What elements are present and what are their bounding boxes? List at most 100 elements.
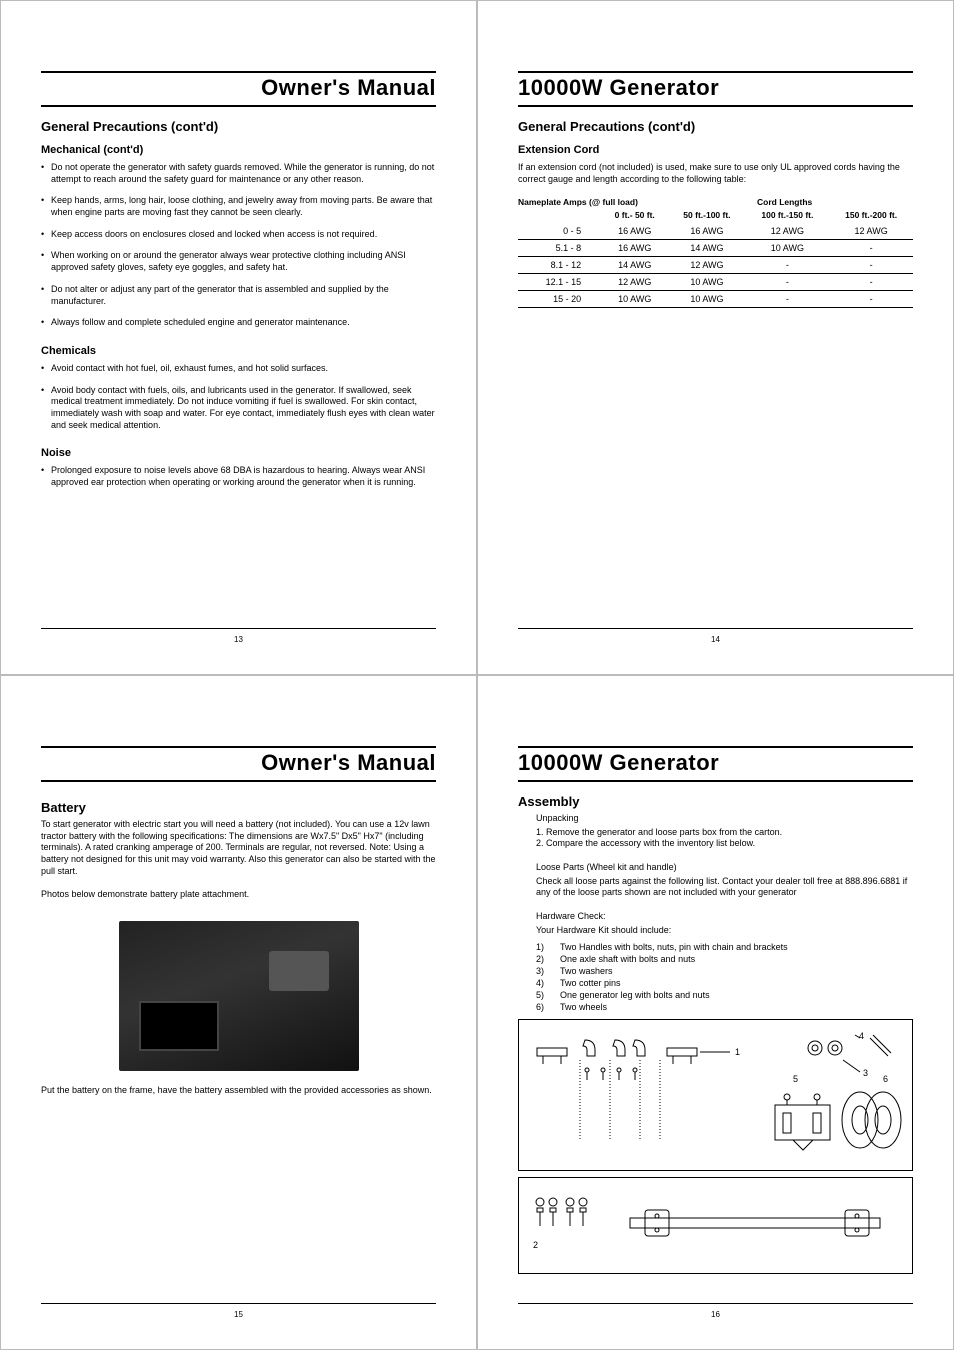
- awg-cell: -: [746, 274, 830, 291]
- awg-cell: 10 AWG: [668, 274, 745, 291]
- page-number: 14: [711, 635, 720, 644]
- svg-text:3: 3: [863, 1068, 868, 1078]
- list-item: Keep hands, arms, long hair, loose cloth…: [41, 195, 436, 218]
- awg-cell: 14 AWG: [601, 257, 668, 274]
- awg-cell: 12 AWG: [829, 223, 913, 240]
- awg-cell: -: [829, 240, 913, 257]
- amps-cell: 15 - 20: [518, 291, 601, 308]
- section-heading: General Precautions (cont'd): [518, 119, 913, 134]
- subheading-extension-cord: Extension Cord: [518, 144, 913, 156]
- svg-text:5: 5: [793, 1074, 798, 1084]
- noise-list: Prolonged exposure to noise levels above…: [41, 465, 436, 498]
- col-header: 100 ft.-150 ft.: [746, 207, 830, 223]
- title-rule: [41, 71, 436, 73]
- loose-parts-heading: Loose Parts (Wheel kit and handle): [536, 862, 913, 874]
- hw-item: 1)Two Handles with bolts, nuts, pin with…: [536, 941, 913, 953]
- awg-cell: -: [746, 257, 830, 274]
- subheading-chemicals: Chemicals: [41, 345, 436, 357]
- list-item: Avoid body contact with fuels, oils, and…: [41, 385, 436, 432]
- battery-photos-caption: Photos below demonstrate battery plate a…: [41, 889, 436, 901]
- mechanical-list: Do not operate the generator with safety…: [41, 162, 436, 339]
- subheading-noise: Noise: [41, 447, 436, 459]
- section-heading: Battery: [41, 800, 436, 815]
- page-title: 10000W Generator: [518, 750, 913, 782]
- awg-cell: 16 AWG: [668, 223, 745, 240]
- awg-cell: -: [829, 274, 913, 291]
- section-heading: Assembly: [518, 794, 913, 809]
- table-head-row: 0 ft.- 50 ft. 50 ft.-100 ft. 100 ft.-150…: [518, 207, 913, 223]
- hw-item: 5)One generator leg with bolts and nuts: [536, 989, 913, 1001]
- table-row: 0 - 5 16 AWG 16 AWG 12 AWG 12 AWG: [518, 223, 913, 240]
- table-caption: Nameplate Amps (@ full load) Cord Length…: [518, 197, 913, 207]
- awg-cell: -: [829, 291, 913, 308]
- col-header: 150 ft.-200 ft.: [829, 207, 913, 223]
- page-14: 10000W Generator General Precautions (co…: [477, 0, 954, 675]
- page-16: 10000W Generator Assembly Unpacking 1. R…: [477, 675, 954, 1350]
- col-header: 0 ft.- 50 ft.: [601, 207, 668, 223]
- page-title: Owner's Manual: [41, 75, 436, 107]
- battery-photo: [119, 921, 359, 1071]
- list-item: Avoid contact with hot fuel, oil, exhaus…: [41, 363, 436, 375]
- handles-washers-pins-diagram: 1 3 4: [525, 1030, 905, 1160]
- hw-item: 4)Two cotter pins: [536, 977, 913, 989]
- list-item: Do not alter or adjust any part of the g…: [41, 284, 436, 307]
- chemicals-list: Avoid contact with hot fuel, oil, exhaus…: [41, 363, 436, 441]
- unpacking-step: 1. Remove the generator and loose parts …: [536, 827, 913, 839]
- hw-item: 6)Two wheels: [536, 1001, 913, 1013]
- page-title: 10000W Generator: [518, 75, 913, 107]
- awg-cell: 12 AWG: [601, 274, 668, 291]
- amps-cell: 0 - 5: [518, 223, 601, 240]
- axle-diagram: 2: [525, 1188, 905, 1263]
- diagram-row-1: 1 3 4: [518, 1019, 913, 1171]
- battery-instruction: Put the battery on the frame, have the b…: [41, 1085, 436, 1097]
- hardware-check-heading: Hardware Check:: [536, 911, 913, 923]
- amps-cell: 12.1 - 15: [518, 274, 601, 291]
- table-row: 5.1 - 8 16 AWG 14 AWG 10 AWG -: [518, 240, 913, 257]
- svg-text:1: 1: [735, 1047, 740, 1057]
- subheading-mechanical: Mechanical (cont'd): [41, 144, 436, 156]
- list-item: Prolonged exposure to noise levels above…: [41, 465, 436, 488]
- amps-cell: 5.1 - 8: [518, 240, 601, 257]
- page-15: Owner's Manual Battery To start generato…: [0, 675, 477, 1350]
- sheet: Owner's Manual General Precautions (cont…: [0, 0, 954, 1350]
- awg-cell: 10 AWG: [601, 291, 668, 308]
- table-row: 15 - 20 10 AWG 10 AWG - -: [518, 291, 913, 308]
- page-number: 15: [234, 1310, 243, 1319]
- list-item: When working on or around the generator …: [41, 250, 436, 273]
- col-header: 50 ft.-100 ft.: [668, 207, 745, 223]
- diagram-row-2: 2: [518, 1177, 913, 1274]
- extension-cord-table: 0 ft.- 50 ft. 50 ft.-100 ft. 100 ft.-150…: [518, 207, 913, 308]
- awg-cell: 12 AWG: [746, 223, 830, 240]
- title-rule: [518, 746, 913, 748]
- awg-cell: 10 AWG: [746, 240, 830, 257]
- hardware-list: 1)Two Handles with bolts, nuts, pin with…: [536, 941, 913, 1014]
- page-footer: 14: [518, 628, 913, 644]
- table-row: 8.1 - 12 14 AWG 12 AWG - -: [518, 257, 913, 274]
- section-heading: General Precautions (cont'd): [41, 119, 436, 134]
- title-rule: [518, 71, 913, 73]
- awg-cell: 10 AWG: [668, 291, 745, 308]
- caption-right: Cord Lengths: [656, 197, 913, 207]
- svg-text:2: 2: [533, 1240, 538, 1250]
- list-item: Always follow and complete scheduled eng…: [41, 317, 436, 329]
- table-row: 12.1 - 15 12 AWG 10 AWG - -: [518, 274, 913, 291]
- page-number: 16: [711, 1310, 720, 1319]
- awg-cell: 16 AWG: [601, 223, 668, 240]
- intro-text: If an extension cord (not included) is u…: [518, 162, 913, 185]
- hardware-kit-sub: Your Hardware Kit should include:: [536, 925, 913, 937]
- page-title: Owner's Manual: [41, 750, 436, 782]
- battery-intro: To start generator with electric start y…: [41, 819, 436, 877]
- awg-cell: 16 AWG: [601, 240, 668, 257]
- awg-cell: 14 AWG: [668, 240, 745, 257]
- page-footer: 16: [518, 1303, 913, 1319]
- page-13: Owner's Manual General Precautions (cont…: [0, 0, 477, 675]
- hw-item: 3)Two washers: [536, 965, 913, 977]
- list-item: Keep access doors on enclosures closed a…: [41, 229, 436, 241]
- svg-text:4: 4: [859, 1031, 864, 1041]
- hw-item: 2)One axle shaft with bolts and nuts: [536, 953, 913, 965]
- page-footer: 15: [41, 1303, 436, 1319]
- awg-cell: -: [746, 291, 830, 308]
- page-number: 13: [234, 635, 243, 644]
- unpacking-step: 2. Compare the accessory with the invent…: [536, 838, 913, 850]
- loose-parts-text: Check all loose parts against the follow…: [536, 876, 913, 899]
